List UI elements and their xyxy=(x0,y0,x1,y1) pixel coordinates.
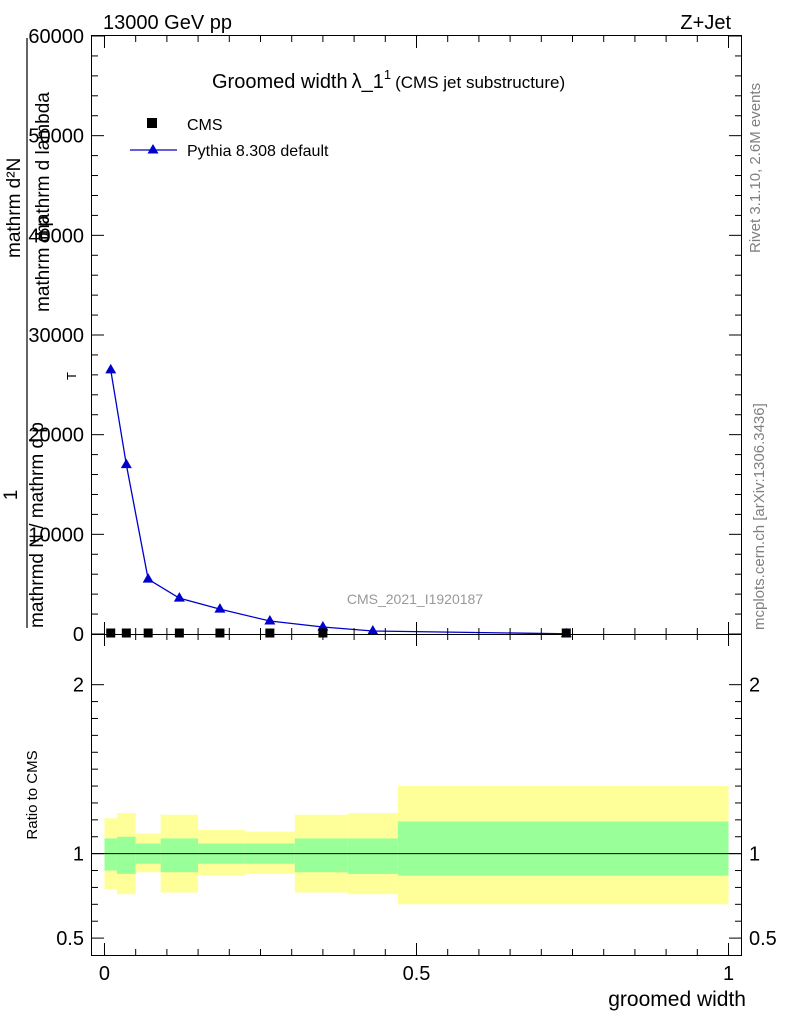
legend-mc-marker xyxy=(147,144,159,154)
data-point-3 xyxy=(174,628,184,638)
x-tick-label-1: 0.5 xyxy=(403,963,431,985)
main-y-tick-label-3: 30000 xyxy=(28,325,84,347)
mc-series-group xyxy=(105,363,572,638)
y-axis-label-numerator: mathrm d²N xyxy=(4,158,25,258)
ratio-band-inner-0 xyxy=(104,838,117,871)
data-point-5 xyxy=(265,628,275,638)
data-point-7 xyxy=(561,628,571,638)
header-right: Z+Jet xyxy=(680,12,731,34)
ratio-band-inner-1 xyxy=(116,836,136,874)
x-axis: 0 0.5 1 xyxy=(99,36,734,985)
legend-mc-label: Pythia 8.308 default xyxy=(187,143,329,160)
legend-cms-label: CMS xyxy=(187,117,223,134)
chart-title-note: (CMS jet substructure) xyxy=(395,73,565,92)
main-y-tick-label-6: 60000 xyxy=(28,26,84,48)
rivet-version-label: Rivet 3.1.10, 2.6M events xyxy=(747,83,764,253)
source-label: mcplots.cern.ch [arXiv:1306.3436] xyxy=(751,403,768,630)
legend-cms-marker xyxy=(147,118,157,128)
y-axis-label-bottom: mathrmd N / mathrm d p xyxy=(27,422,48,628)
data-point-2 xyxy=(143,628,153,638)
main-y-tick-label-2: 20000 xyxy=(28,425,84,447)
x-tick-label-2: 1 xyxy=(723,963,734,985)
mc-point-4 xyxy=(214,603,226,613)
ratio-band-inner-8 xyxy=(397,821,729,876)
y-axis-label-denominator: mathrm d p xyxy=(33,216,54,312)
data-point-4 xyxy=(215,628,225,638)
ratio-band-group xyxy=(92,786,741,905)
chart-title-main: Groomed width xyxy=(212,71,348,93)
header-left: 13000 GeV pp xyxy=(103,12,232,34)
main-y-tick-label-1: 10000 xyxy=(28,524,84,546)
mc-point-1 xyxy=(120,458,132,469)
mc-point-6 xyxy=(317,621,329,631)
mc-point-2 xyxy=(142,573,154,583)
y-axis-label-one: 1 xyxy=(1,490,22,501)
x-axis-label: groomed width xyxy=(608,988,746,1011)
ratio-y-tick-label-left-0: 0.5 xyxy=(56,928,84,950)
y-axis-label-suffix: mathrm d lambda xyxy=(33,92,54,240)
chart-title-superscript: 1 xyxy=(384,67,391,82)
mc-point-3 xyxy=(173,592,185,602)
mc-point-0 xyxy=(105,363,117,374)
mc-point-7 xyxy=(367,625,379,635)
mc-point-5 xyxy=(264,615,276,625)
ratio-y-axis-label: Ratio to CMS xyxy=(24,750,41,839)
ratio-y-tick-label-left-1: 1 xyxy=(73,844,84,866)
chart-title: Groomed width λ_11 (CMS jet substructure) xyxy=(212,67,565,93)
chart-title-symbol: λ_1 xyxy=(352,71,384,93)
data-point-0 xyxy=(106,628,116,638)
ratio-y-tick-label-right-0: 0.5 xyxy=(749,928,777,950)
analysis-id: CMS_2021_I1920187 xyxy=(347,591,483,607)
ratio-y-axis: 0.5 0.5 1 1 2 2 xyxy=(56,675,777,950)
main-y-tick-label-4: 40000 xyxy=(28,225,84,247)
ratio-band-inner-6 xyxy=(294,838,348,873)
y-axis-label-subscript: T xyxy=(64,372,79,380)
main-y-axis: 0 10000 20000 30000 40000 50000 60000 xyxy=(28,26,741,646)
main-y-tick-label-5: 50000 xyxy=(28,126,84,148)
ratio-y-tick-label-right-1: 1 xyxy=(749,844,760,866)
ratio-y-tick-label-right-2: 2 xyxy=(749,675,760,697)
y-axis-label: 1 mathrm d²N mathrm d p T mathrm d lambd… xyxy=(1,38,79,628)
ratio-band-inner-7 xyxy=(347,838,398,874)
ratio-y-tick-label-left-2: 2 xyxy=(73,675,84,697)
x-tick-label-0: 0 xyxy=(99,963,110,985)
legend: CMS Pythia 8.308 default xyxy=(130,117,329,160)
ratio-band-inner-3 xyxy=(160,838,199,873)
main-y-tick-label-0: 0 xyxy=(73,624,84,646)
data-point-1 xyxy=(121,628,131,638)
